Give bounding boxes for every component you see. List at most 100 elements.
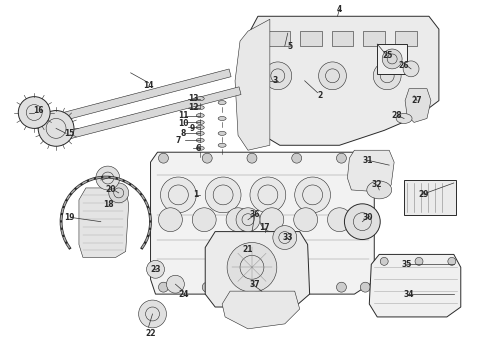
Ellipse shape [218, 117, 226, 121]
Bar [395, 31, 417, 46]
Circle shape [382, 49, 402, 69]
Text: 32: 32 [372, 180, 383, 189]
Circle shape [318, 62, 346, 90]
Circle shape [202, 282, 212, 292]
Text: 37: 37 [249, 280, 260, 289]
Text: 26: 26 [399, 62, 409, 71]
Circle shape [158, 208, 182, 231]
Ellipse shape [67, 131, 76, 138]
Circle shape [337, 153, 346, 163]
Polygon shape [369, 255, 461, 317]
Ellipse shape [153, 88, 163, 95]
Text: 13: 13 [188, 94, 198, 103]
Bar [404, 180, 456, 215]
Ellipse shape [367, 181, 392, 199]
Polygon shape [347, 150, 394, 192]
Text: 28: 28 [392, 111, 402, 120]
Ellipse shape [123, 96, 133, 103]
Text: 12: 12 [188, 103, 198, 112]
Polygon shape [55, 69, 231, 122]
Circle shape [294, 208, 318, 231]
Circle shape [202, 153, 212, 163]
Text: 16: 16 [33, 106, 44, 115]
Bar [377, 44, 407, 74]
Circle shape [109, 183, 129, 203]
Polygon shape [55, 87, 241, 142]
Text: 19: 19 [64, 213, 74, 222]
Circle shape [161, 177, 196, 213]
Polygon shape [205, 231, 310, 307]
Ellipse shape [196, 96, 204, 100]
Text: 25: 25 [382, 51, 392, 60]
Text: 2: 2 [317, 91, 322, 100]
Text: 8: 8 [181, 129, 186, 138]
Circle shape [344, 204, 380, 239]
Circle shape [260, 208, 284, 231]
Circle shape [292, 153, 302, 163]
Text: 3: 3 [272, 76, 277, 85]
Text: 24: 24 [178, 289, 189, 298]
Ellipse shape [218, 100, 226, 105]
Circle shape [273, 226, 297, 249]
Circle shape [147, 260, 165, 278]
Text: 20: 20 [105, 185, 116, 194]
Text: 31: 31 [362, 156, 372, 165]
Ellipse shape [158, 107, 168, 114]
Circle shape [292, 282, 302, 292]
Ellipse shape [196, 125, 204, 129]
Bar [332, 31, 353, 46]
Text: 29: 29 [419, 190, 429, 199]
Ellipse shape [218, 131, 226, 135]
Ellipse shape [66, 111, 75, 118]
Text: 35: 35 [402, 260, 412, 269]
Circle shape [403, 61, 419, 77]
Text: 14: 14 [143, 81, 154, 90]
Text: 5: 5 [287, 41, 293, 50]
Circle shape [373, 62, 401, 90]
Circle shape [158, 153, 169, 163]
Bar [268, 31, 290, 46]
Text: 17: 17 [260, 223, 270, 232]
Circle shape [360, 282, 370, 292]
Circle shape [327, 208, 351, 231]
Circle shape [18, 96, 50, 129]
Circle shape [192, 208, 216, 231]
Circle shape [38, 111, 74, 146]
Circle shape [264, 62, 292, 90]
Text: 22: 22 [146, 329, 156, 338]
Polygon shape [405, 89, 431, 122]
Circle shape [247, 153, 257, 163]
Bar [363, 31, 385, 46]
Polygon shape [150, 152, 374, 294]
Circle shape [337, 282, 346, 292]
Text: 9: 9 [190, 124, 195, 133]
Ellipse shape [189, 99, 199, 106]
Text: 23: 23 [150, 265, 161, 274]
Text: 33: 33 [283, 233, 293, 242]
Circle shape [158, 282, 169, 292]
Text: 11: 11 [178, 111, 189, 120]
Ellipse shape [196, 121, 204, 125]
Bar [300, 31, 321, 46]
Circle shape [360, 153, 370, 163]
Ellipse shape [128, 115, 138, 122]
Text: 30: 30 [362, 213, 372, 222]
Ellipse shape [196, 113, 204, 117]
Circle shape [250, 177, 286, 213]
Ellipse shape [196, 146, 204, 150]
Text: 18: 18 [103, 200, 114, 209]
Text: 34: 34 [404, 289, 415, 298]
Text: 7: 7 [176, 136, 181, 145]
Circle shape [415, 257, 423, 265]
Text: 6: 6 [196, 144, 201, 153]
Polygon shape [222, 291, 300, 329]
Circle shape [247, 282, 257, 292]
Circle shape [167, 275, 184, 293]
Text: 36: 36 [250, 210, 260, 219]
Ellipse shape [97, 123, 107, 130]
Ellipse shape [235, 270, 289, 292]
Circle shape [236, 208, 260, 231]
Ellipse shape [396, 113, 412, 123]
Text: 1: 1 [193, 190, 198, 199]
Ellipse shape [182, 81, 192, 88]
